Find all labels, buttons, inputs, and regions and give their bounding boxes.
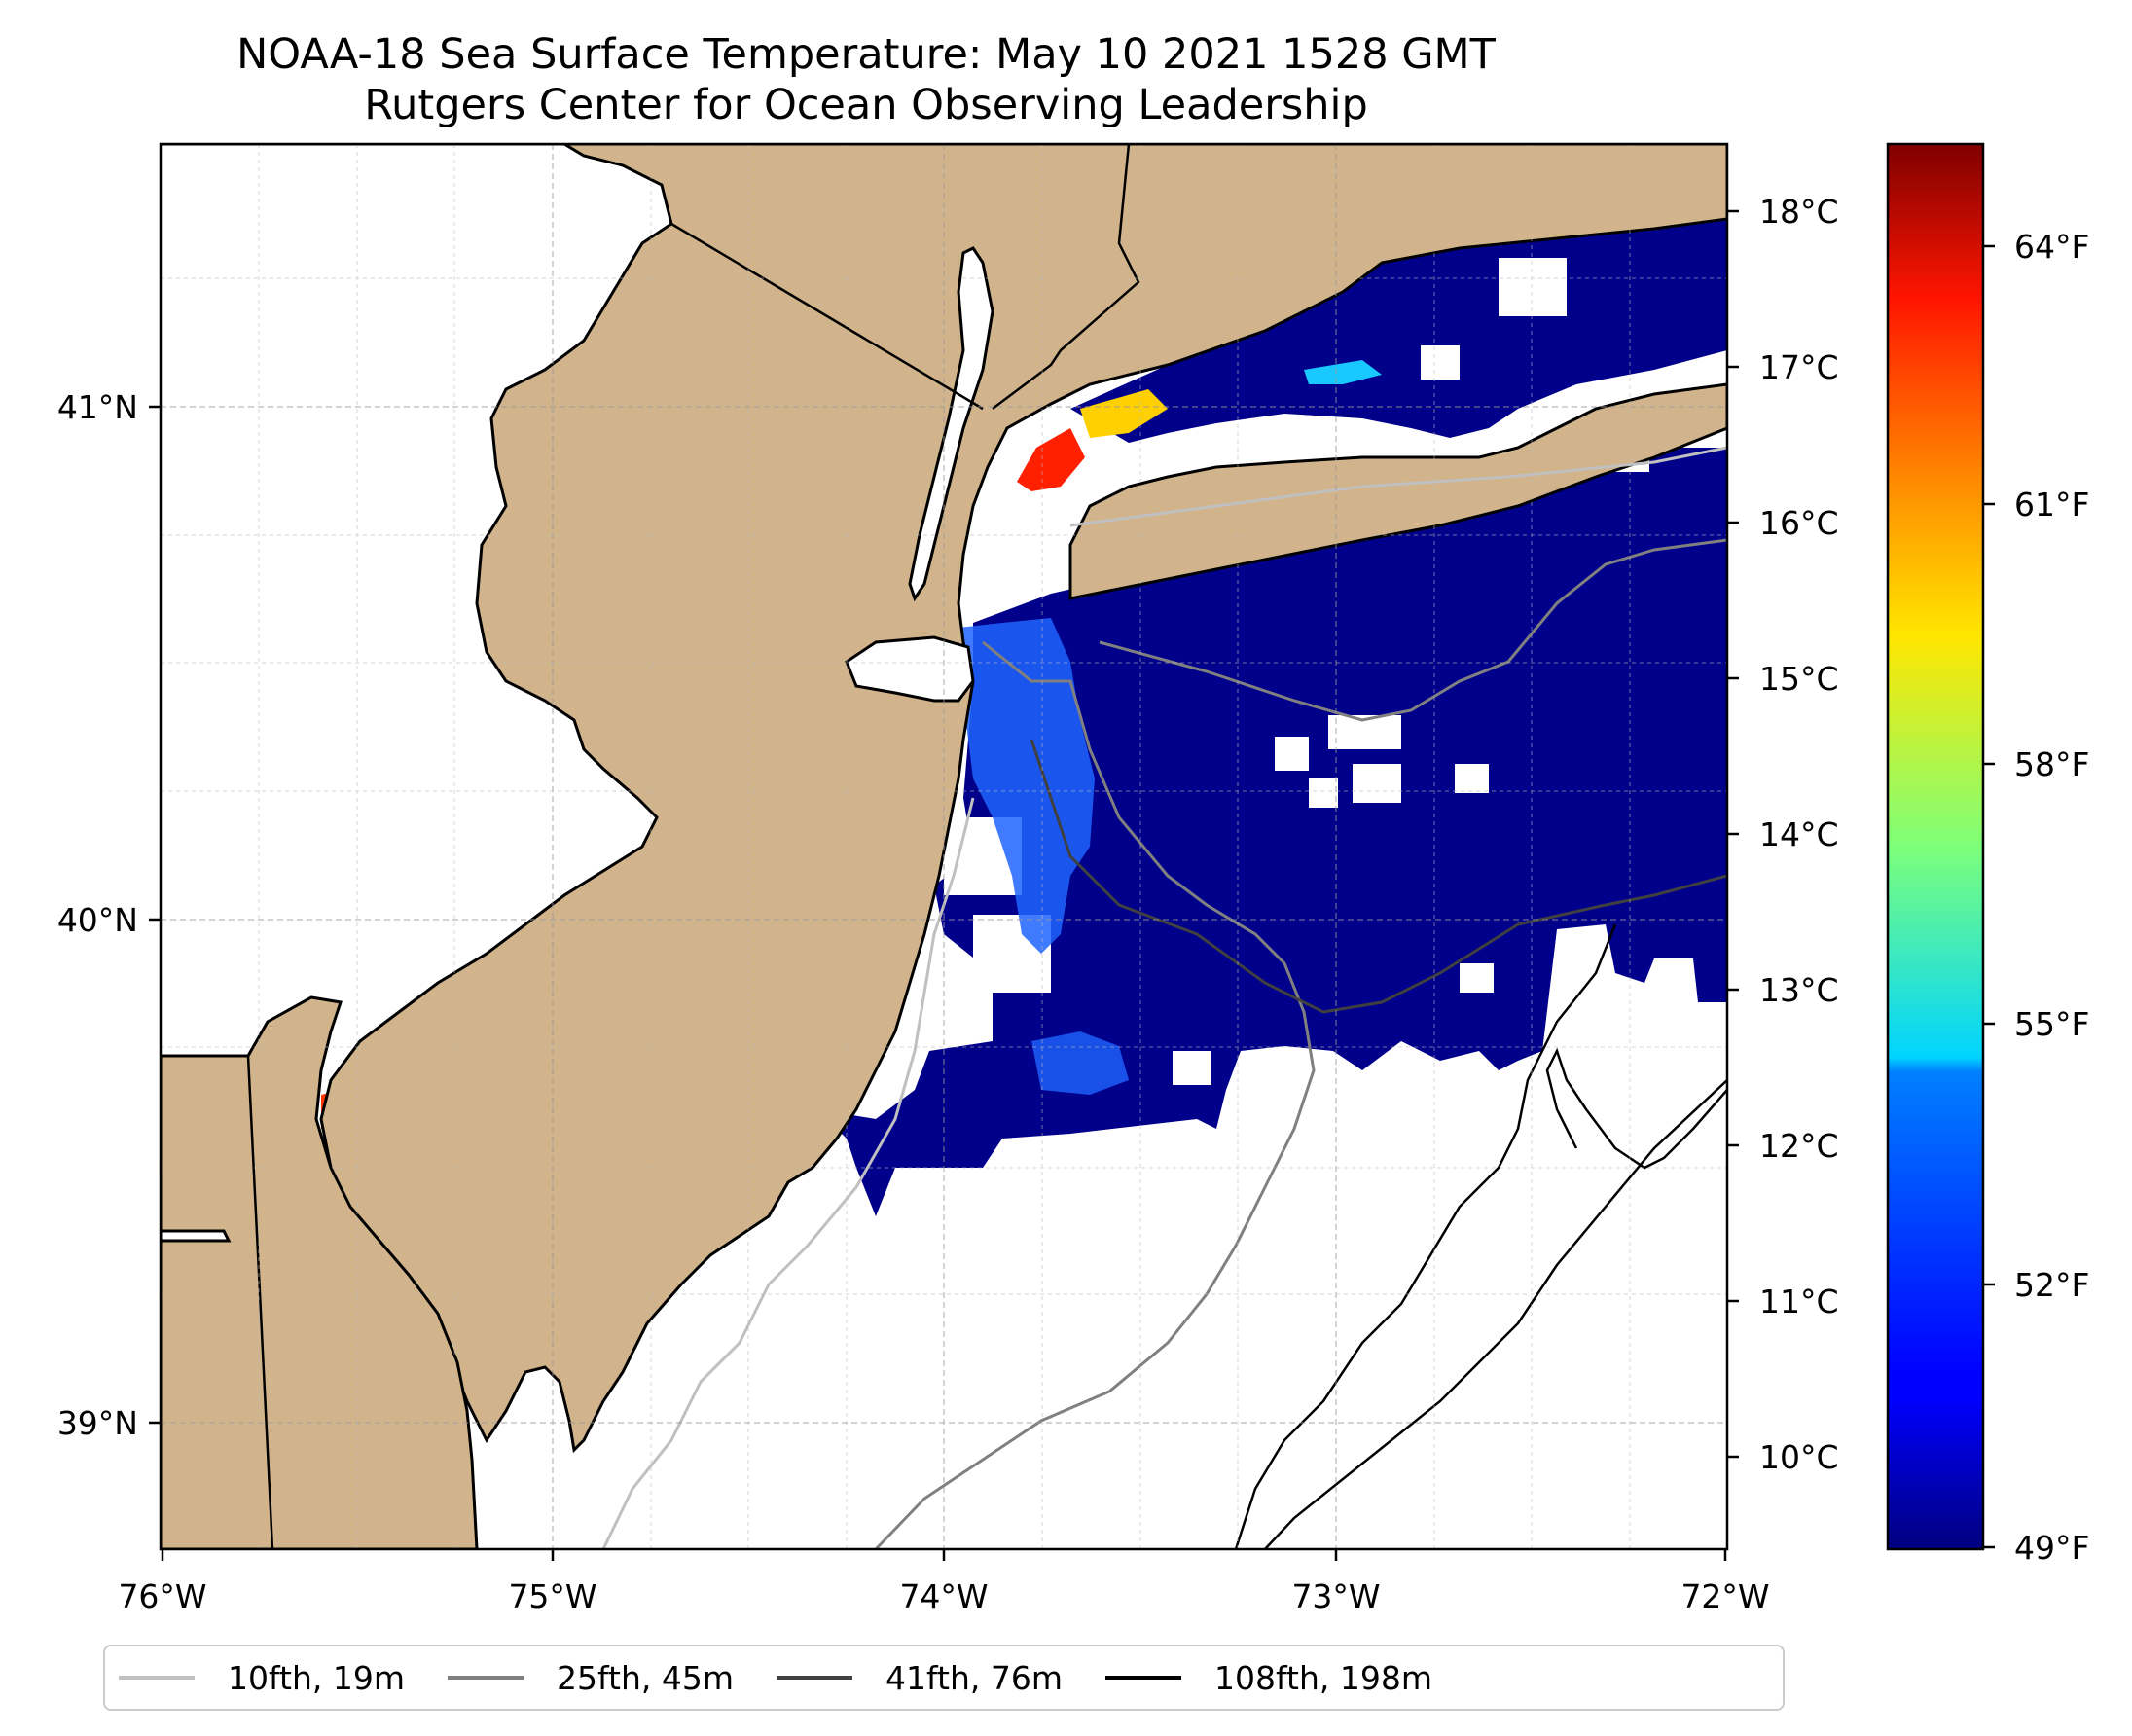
- celsius-tick-label: 17°C: [1759, 348, 1839, 386]
- lon-tick-label: 73°W: [1291, 1577, 1380, 1615]
- sst-hudson-warm: [1017, 428, 1085, 491]
- fahrenheit-tick-label: 64°F: [2014, 228, 2089, 266]
- legend-item: 10fth, 19m: [119, 1659, 405, 1697]
- sst-hudson-warm-2: [1080, 389, 1168, 438]
- lon-tick-label: 75°W: [508, 1577, 596, 1615]
- celsius-tick-label: 15°C: [1759, 660, 1839, 698]
- sst-sound-warm: [1304, 360, 1382, 384]
- legend-swatch-41fth: [777, 1676, 852, 1680]
- lat-tick-label: 39°N: [57, 1404, 138, 1442]
- cloud-holes: [944, 258, 1727, 1085]
- celsius-ticks: [1727, 209, 1739, 1459]
- bathymetry-contours: [601, 446, 1727, 1549]
- fahrenheit-tick-label: 61°F: [2014, 486, 2089, 524]
- lon-tick-label: 72°W: [1680, 1577, 1769, 1615]
- contour-legend: 10fth, 19m 25fth, 45m 41fth, 76m 108fth,…: [103, 1645, 1785, 1711]
- raritan-bay: [845, 635, 975, 703]
- chart-subtitle: Rutgers Center for Ocean Observing Leade…: [364, 81, 1368, 129]
- legend-label: 41fth, 76m: [885, 1658, 1063, 1697]
- fahrenheit-tick-label: 49°F: [2014, 1529, 2089, 1567]
- fahrenheit-ticks: [1983, 244, 1995, 1549]
- land-delaware: [161, 995, 479, 1549]
- legend-item: 108fth, 198m: [1105, 1659, 1432, 1697]
- fahrenheit-tick-label: 55°F: [2014, 1005, 2089, 1043]
- lon-tick-label: 74°W: [899, 1577, 988, 1615]
- gridlines: [161, 144, 1727, 1549]
- colorbar: [1886, 142, 1985, 1551]
- lon-tick-label: 76°W: [118, 1577, 206, 1615]
- sst-plume: [958, 618, 1095, 954]
- legend-label: 25fth, 45m: [557, 1658, 734, 1697]
- lat-tick-label: 40°N: [57, 901, 138, 939]
- celsius-tick-label: 16°C: [1759, 504, 1839, 542]
- lon-ticks: [161, 1549, 1727, 1561]
- state-borders: [161, 144, 1140, 1549]
- land-long-island: [1068, 382, 1727, 600]
- legend-label: 108fth, 198m: [1214, 1658, 1432, 1697]
- sst-cold-water: [817, 414, 1727, 1216]
- lat-ticks: [149, 405, 161, 1425]
- celsius-tick-label: 18°C: [1759, 193, 1839, 231]
- legend-label: 10fth, 19m: [228, 1658, 405, 1697]
- legend-swatch-25fth: [448, 1676, 524, 1680]
- legend-item: 25fth, 45m: [448, 1659, 734, 1697]
- chesapeake-inlet: [161, 1229, 232, 1243]
- celsius-tick-label: 12°C: [1759, 1127, 1839, 1165]
- fahrenheit-tick-label: 58°F: [2014, 745, 2089, 783]
- legend-item: 41fth, 76m: [777, 1659, 1063, 1697]
- celsius-tick-label: 11°C: [1759, 1283, 1839, 1320]
- legend-swatch-10fth: [119, 1676, 195, 1680]
- lat-tick-label: 41°N: [57, 388, 138, 426]
- legend-swatch-108fth: [1105, 1676, 1181, 1680]
- celsius-tick-label: 14°C: [1759, 815, 1839, 853]
- hudson-river: [908, 246, 994, 602]
- map-panel: [161, 144, 1727, 1549]
- fahrenheit-tick-label: 52°F: [2014, 1266, 2089, 1304]
- celsius-tick-label: 10°C: [1759, 1438, 1839, 1476]
- chart-title: NOAA-18 Sea Surface Temperature: May 10 …: [236, 30, 1496, 79]
- celsius-tick-label: 13°C: [1759, 971, 1839, 1009]
- minor-gridlines: [161, 144, 1727, 1549]
